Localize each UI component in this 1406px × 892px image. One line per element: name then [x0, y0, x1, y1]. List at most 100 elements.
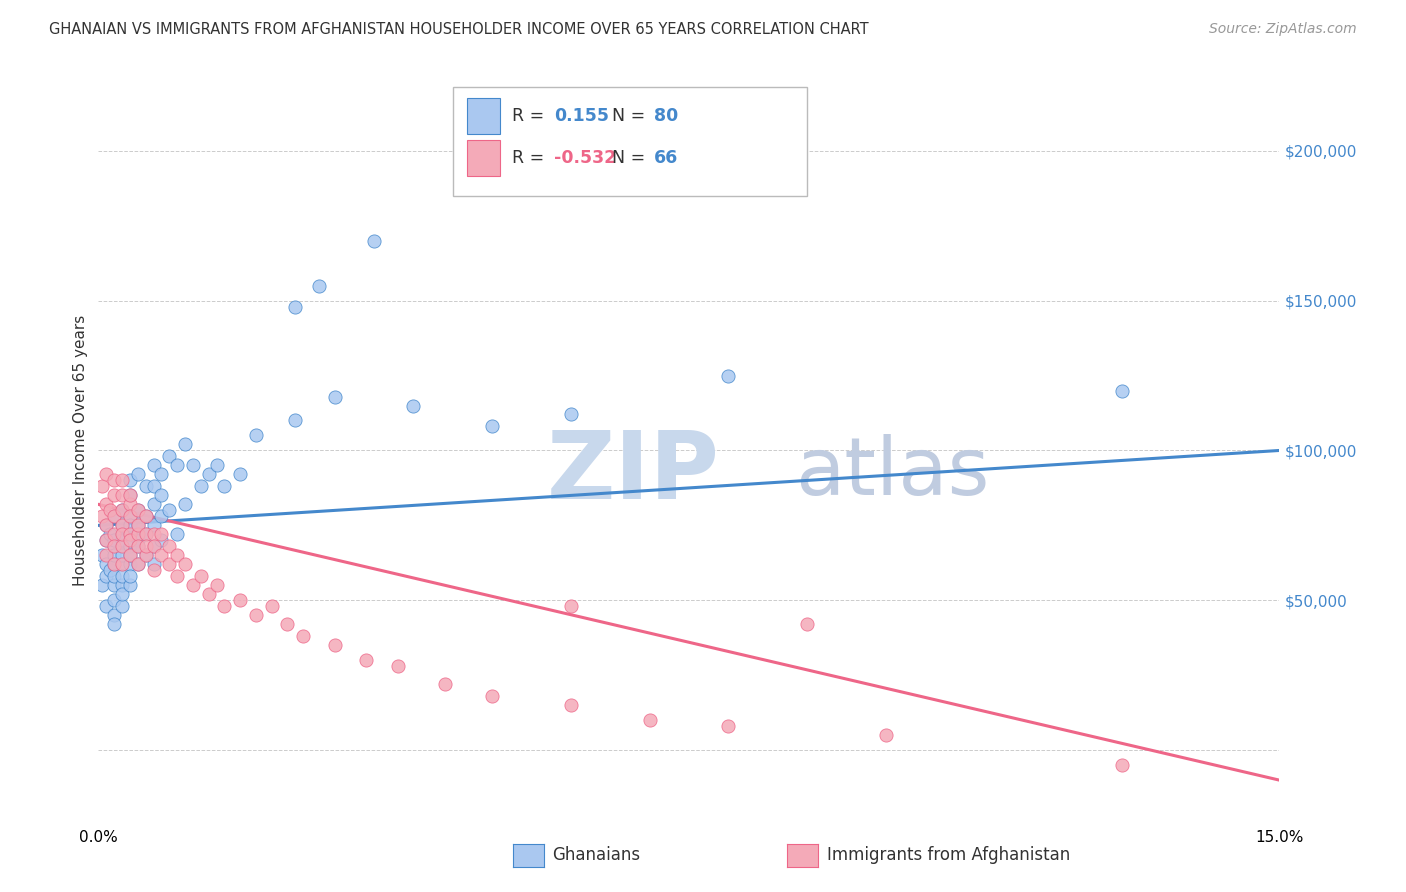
Point — [276, 617, 298, 632]
Point — [135, 549, 157, 563]
Point — [118, 578, 141, 592]
Point — [111, 518, 134, 533]
Point — [118, 509, 141, 524]
Text: N =: N = — [612, 106, 651, 125]
Point — [150, 527, 173, 541]
Point — [111, 518, 134, 533]
Y-axis label: Householder Income Over 65 years: Householder Income Over 65 years — [73, 315, 89, 586]
Point — [875, 728, 897, 742]
Point — [481, 419, 503, 434]
Point — [111, 488, 134, 502]
Point — [111, 527, 134, 541]
Point — [166, 458, 188, 473]
Point — [96, 497, 118, 511]
Point — [111, 558, 134, 572]
Point — [717, 368, 740, 383]
Point — [142, 479, 165, 493]
Point — [157, 503, 180, 517]
Point — [197, 467, 219, 482]
Text: GHANAIAN VS IMMIGRANTS FROM AFGHANISTAN HOUSEHOLDER INCOME OVER 65 YEARS CORRELA: GHANAIAN VS IMMIGRANTS FROM AFGHANISTAN … — [49, 22, 869, 37]
Point — [127, 558, 149, 572]
Point — [103, 509, 125, 524]
Text: R =: R = — [512, 106, 550, 125]
Point — [103, 558, 125, 572]
Point — [103, 617, 125, 632]
Text: Immigrants from Afghanistan: Immigrants from Afghanistan — [827, 847, 1070, 864]
Point — [111, 558, 134, 572]
Point — [1111, 384, 1133, 398]
Point — [142, 540, 165, 554]
Point — [205, 458, 228, 473]
Point — [103, 558, 125, 572]
Point — [142, 497, 165, 511]
Point — [91, 509, 114, 524]
Point — [118, 549, 141, 563]
Text: 80: 80 — [654, 106, 678, 125]
Point — [118, 527, 141, 541]
Point — [166, 527, 188, 541]
Point — [157, 558, 180, 572]
Point — [292, 629, 315, 643]
Point — [127, 503, 149, 517]
Point — [354, 653, 377, 667]
Point — [111, 587, 134, 601]
Point — [127, 533, 149, 548]
Text: 0.155: 0.155 — [554, 106, 609, 125]
Point — [91, 549, 114, 563]
Point — [111, 503, 134, 517]
Point — [96, 533, 118, 548]
Point — [157, 450, 180, 464]
Point — [135, 509, 157, 524]
FancyBboxPatch shape — [467, 97, 501, 134]
Point — [111, 569, 134, 583]
Point — [96, 467, 118, 482]
Point — [127, 540, 149, 554]
Point — [135, 509, 157, 524]
Point — [142, 527, 165, 541]
Point — [103, 533, 125, 548]
Point — [174, 558, 197, 572]
Point — [111, 549, 134, 563]
Point — [142, 563, 165, 577]
Point — [638, 713, 661, 727]
Point — [127, 558, 149, 572]
Point — [402, 399, 425, 413]
Point — [181, 578, 204, 592]
Point — [91, 578, 114, 592]
Point — [481, 690, 503, 704]
Point — [103, 474, 125, 488]
Point — [98, 527, 121, 541]
Point — [111, 527, 134, 541]
Point — [150, 467, 173, 482]
Point — [111, 540, 134, 554]
Point — [135, 479, 157, 493]
FancyBboxPatch shape — [467, 140, 501, 177]
Point — [142, 558, 165, 572]
Point — [157, 540, 180, 554]
Point — [111, 503, 134, 517]
Point — [142, 458, 165, 473]
Point — [118, 558, 141, 572]
Point — [103, 527, 125, 541]
Point — [96, 558, 118, 572]
Point — [150, 509, 173, 524]
Point — [118, 533, 141, 548]
Point — [118, 540, 141, 554]
Point — [118, 497, 141, 511]
Point — [1111, 758, 1133, 772]
Point — [190, 479, 212, 493]
Point — [174, 497, 197, 511]
Point — [103, 569, 125, 583]
Point — [166, 549, 188, 563]
Text: ZIP: ZIP — [547, 427, 720, 519]
Point — [96, 569, 118, 583]
Point — [103, 488, 125, 502]
Point — [142, 540, 165, 554]
Text: R =: R = — [512, 149, 550, 167]
Point — [135, 549, 157, 563]
Point — [135, 527, 157, 541]
Point — [166, 569, 188, 583]
Point — [150, 488, 173, 502]
Point — [150, 549, 173, 563]
Point — [118, 488, 141, 502]
